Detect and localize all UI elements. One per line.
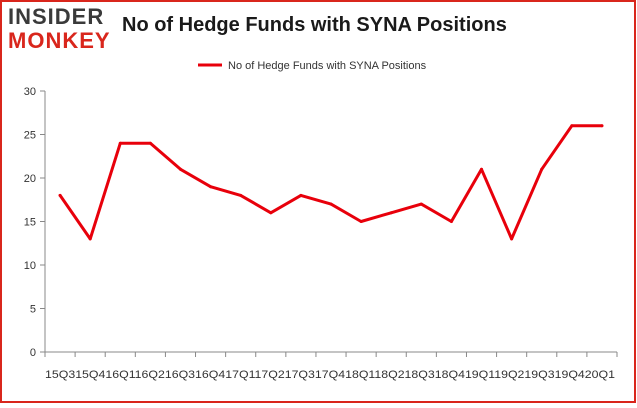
data-point-2016Q3 (178, 167, 182, 171)
y-tick-label: 5 (30, 304, 36, 316)
data-point-2019Q1 (480, 167, 484, 171)
data-point-2017Q1 (239, 193, 243, 197)
data-point-2019Q2 (510, 237, 514, 241)
data-point-2018Q3 (419, 202, 423, 206)
y-tick-label: 25 (24, 130, 36, 142)
data-point-2017Q2 (269, 211, 273, 215)
y-ticks: 0 5 10 15 20 25 30 (24, 86, 45, 359)
data-point-2018Q4 (449, 220, 453, 223)
data-point-2016Q2 (148, 141, 152, 145)
data-point-2019Q4 (570, 124, 574, 128)
data-point-2016Q4 (209, 185, 213, 189)
data-point-2015Q4 (88, 237, 92, 241)
legend: No of Hedge Funds with SYNA Positions (198, 60, 427, 72)
y-tick-label: 0 (30, 347, 36, 359)
data-points (58, 124, 604, 241)
data-point-2016Q1 (118, 141, 122, 145)
data-point-2015Q3 (58, 193, 62, 197)
legend-label: No of Hedge Funds with SYNA Positions (228, 60, 427, 72)
data-point-2017Q3 (299, 193, 303, 197)
axes (44, 91, 617, 353)
logo-line-2: MONKEY (8, 28, 111, 53)
data-point-2018Q2 (389, 211, 393, 215)
insider-monkey-logo: INSIDER MONKEY (8, 6, 120, 54)
x-ticks (44, 352, 618, 357)
series-line (58, 124, 604, 241)
data-point-2020Q1 (600, 124, 604, 128)
data-point-2019Q3 (540, 167, 544, 171)
y-tick-label: 30 (24, 86, 36, 98)
x-tick-labels: 15Q315Q416Q116Q216Q316Q417Q117Q217Q317Q4… (45, 369, 615, 381)
y-tick-label: 20 (24, 173, 36, 185)
y-tick-label: 15 (24, 217, 36, 229)
data-point-2017Q4 (329, 202, 333, 206)
y-tick-label: 10 (24, 260, 36, 272)
data-point-2018Q1 (359, 220, 363, 223)
chart-title: No of Hedge Funds with SYNA Positions (122, 14, 507, 36)
logo-line-1: INSIDER (8, 4, 105, 29)
